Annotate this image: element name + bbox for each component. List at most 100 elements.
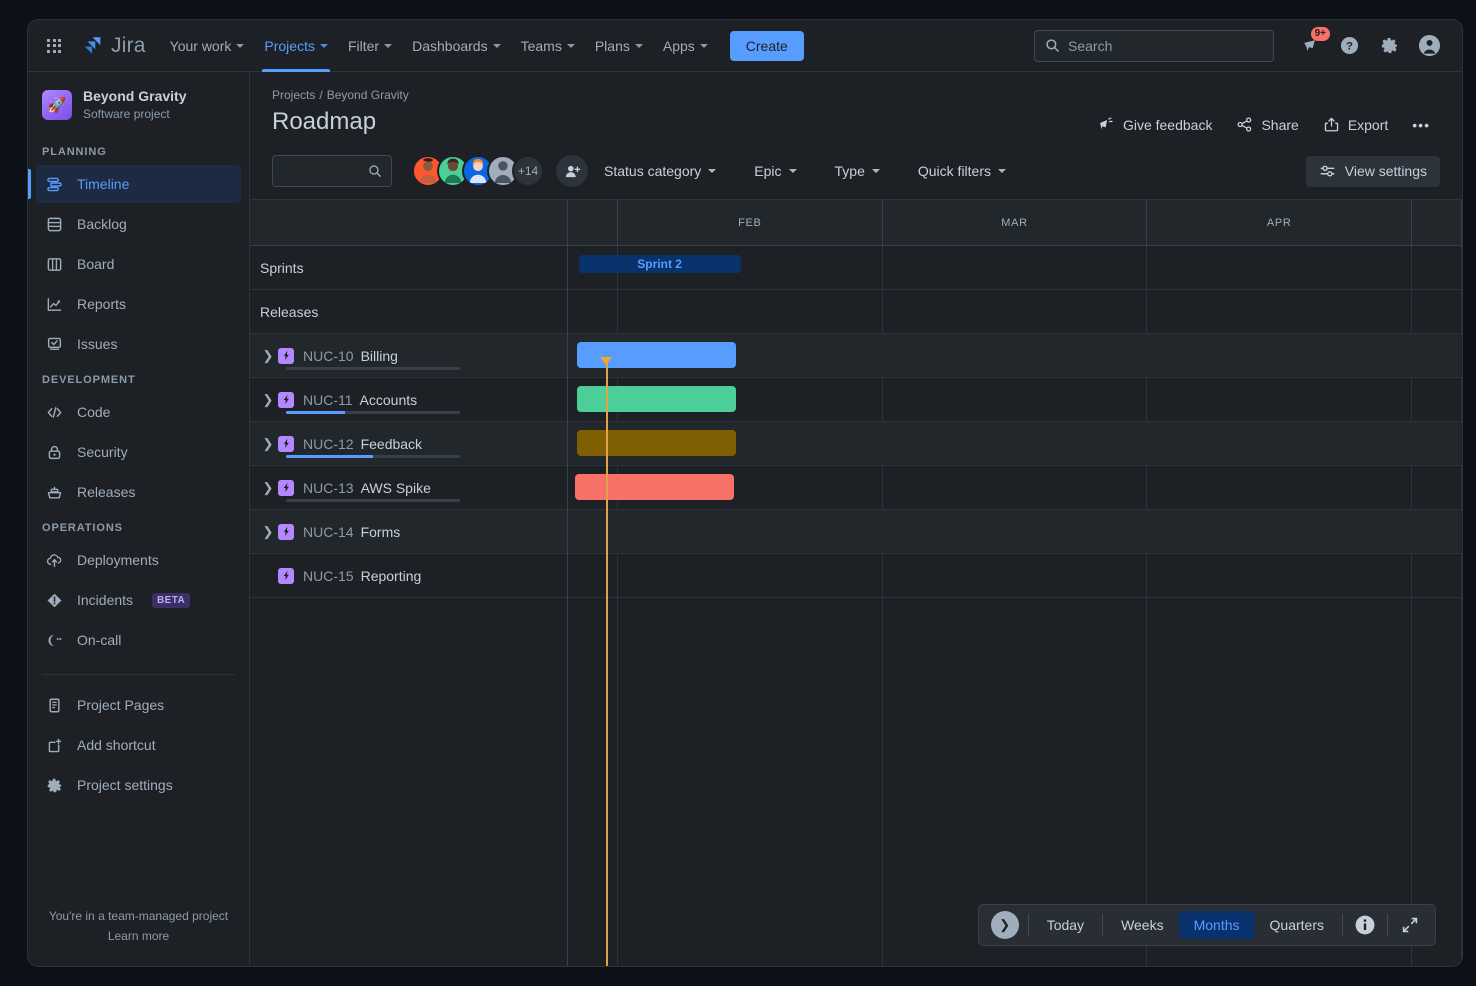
epic-row-nuc-11[interactable]: ❯ NUC-11 Accounts bbox=[250, 378, 567, 422]
epic-progress-bar bbox=[286, 367, 460, 370]
epic-row-nuc-12[interactable]: ❯ NUC-12 Feedback bbox=[250, 422, 567, 466]
epic-row-nuc-14[interactable]: ❯ NUC-14 Forms bbox=[250, 510, 567, 554]
row-sprints-bars: Sprint 2 bbox=[568, 246, 1462, 290]
sidebar-item-backlog[interactable]: Backlog bbox=[36, 205, 241, 243]
sidebar-item-code[interactable]: Code bbox=[36, 393, 241, 431]
add-people-icon[interactable] bbox=[556, 155, 588, 187]
sidebar-item-releases[interactable]: Releases bbox=[36, 473, 241, 511]
give-feedback-button[interactable]: Give feedback bbox=[1088, 110, 1223, 139]
avatar-overflow-count[interactable]: +14 bbox=[512, 155, 544, 187]
epic-bar-feedback[interactable] bbox=[576, 430, 737, 456]
sidebar-label: Issues bbox=[77, 336, 118, 352]
nav-label: Teams bbox=[520, 37, 562, 54]
sidebar-item-project-settings[interactable]: Project settings bbox=[36, 766, 241, 804]
epic-bar-accounts[interactable] bbox=[576, 386, 737, 412]
filter-type[interactable]: Type bbox=[825, 157, 890, 185]
epic-bar-aws-spike[interactable] bbox=[575, 474, 735, 500]
sidebar-item-incidents[interactable]: Incidents BETA bbox=[36, 581, 241, 619]
more-actions-button[interactable]: ••• bbox=[1402, 111, 1440, 139]
jira-logo[interactable]: Jira bbox=[82, 34, 146, 58]
notifications-icon[interactable]: 9+ bbox=[1293, 26, 1330, 62]
view-settings-button[interactable]: View settings bbox=[1305, 155, 1440, 187]
sidebar-item-on-call[interactable]: On-call bbox=[36, 621, 241, 659]
pages-icon bbox=[44, 695, 64, 715]
quarters-button[interactable]: Quarters bbox=[1255, 911, 1339, 939]
timeline-header: FEB MAR APR bbox=[250, 200, 1462, 246]
expand-chevron-icon[interactable]: ❯ bbox=[262, 523, 274, 539]
view-settings-icon bbox=[1320, 165, 1335, 176]
team-managed-note: You're in a team-managed project bbox=[48, 909, 229, 923]
project-header[interactable]: 🚀 Beyond Gravity Software project bbox=[28, 72, 249, 136]
today-button[interactable]: Today bbox=[1032, 911, 1099, 939]
app-switcher-icon[interactable] bbox=[38, 30, 70, 62]
row-releases-bars bbox=[568, 290, 1462, 334]
nav-label: Your work bbox=[169, 37, 232, 54]
epic-summary: Feedback bbox=[360, 435, 423, 452]
epic-summary: Reporting bbox=[360, 567, 422, 584]
timeline-search-input[interactable] bbox=[282, 163, 368, 179]
nav-item-apps[interactable]: Apps bbox=[653, 20, 718, 72]
filter-label: Type bbox=[834, 163, 865, 179]
info-icon[interactable] bbox=[1351, 911, 1379, 939]
sidebar-item-reports[interactable]: Reports bbox=[36, 285, 241, 323]
export-button[interactable]: Export bbox=[1313, 110, 1398, 139]
filter-status-category[interactable]: Status category bbox=[594, 157, 726, 185]
chevron-down-icon bbox=[492, 43, 501, 48]
nav-item-filter[interactable]: Filter bbox=[338, 20, 402, 72]
epic-row-nuc-10[interactable]: ❯ NUC-10 Billing bbox=[250, 334, 567, 378]
sidebar-item-timeline[interactable]: Timeline bbox=[28, 165, 241, 203]
section-label-planning: PLANNING bbox=[42, 146, 107, 158]
share-button[interactable]: Share bbox=[1226, 110, 1308, 139]
sidebar-item-project-pages[interactable]: Project Pages bbox=[36, 686, 241, 724]
epic-bar-billing[interactable] bbox=[576, 342, 737, 368]
fullscreen-icon[interactable] bbox=[1396, 911, 1424, 939]
sidebar-item-board[interactable]: Board bbox=[36, 245, 241, 283]
sidebar-item-security[interactable]: Security bbox=[36, 433, 241, 471]
expand-chevron-icon[interactable]: ❯ bbox=[262, 391, 274, 407]
epic-summary: Accounts bbox=[359, 391, 418, 408]
filter-epic[interactable]: Epic bbox=[744, 157, 806, 185]
breadcrumb-projects[interactable]: Projects bbox=[272, 88, 316, 102]
months-button[interactable]: Months bbox=[1178, 911, 1255, 939]
nav-item-teams[interactable]: Teams bbox=[511, 20, 585, 72]
global-search[interactable] bbox=[1034, 29, 1274, 62]
timeline-zoom-toolbar: ❯ Today Weeks Months Quarters bbox=[977, 904, 1436, 946]
learn-more-link[interactable]: Learn more bbox=[107, 929, 170, 943]
create-button[interactable]: Create bbox=[729, 30, 804, 61]
nav-item-dashboards[interactable]: Dashboards bbox=[402, 20, 511, 72]
settings-icon[interactable] bbox=[1373, 30, 1405, 62]
sidebar-label: Code bbox=[77, 404, 111, 420]
expand-chevron-icon[interactable]: ❯ bbox=[262, 479, 274, 495]
filter-label: Epic bbox=[754, 163, 782, 179]
month-header-row: FEB MAR APR bbox=[568, 200, 1462, 245]
main-content: Projects / Beyond Gravity Roadmap bbox=[250, 72, 1462, 966]
timeline-grid: FEB MAR APR Sprints Releases bbox=[250, 199, 1462, 966]
divider bbox=[1342, 914, 1343, 936]
search-input[interactable] bbox=[1068, 37, 1263, 54]
weeks-button[interactable]: Weeks bbox=[1106, 911, 1179, 939]
sidebar-item-deployments[interactable]: Deployments bbox=[36, 541, 241, 579]
help-icon[interactable]: ? bbox=[1333, 30, 1365, 62]
jira-window: Jira Your work Projects Filter Dashboard… bbox=[28, 20, 1462, 966]
profile-avatar[interactable] bbox=[1413, 30, 1445, 62]
epic-bar-row-nuc-11 bbox=[568, 378, 1462, 422]
sprint-bar[interactable]: Sprint 2 bbox=[578, 255, 741, 273]
jira-logo-text: Jira bbox=[111, 33, 146, 57]
epic-icon bbox=[278, 435, 294, 452]
expand-chevron-icon[interactable]: ❯ bbox=[262, 347, 274, 363]
breadcrumb-beyond-gravity[interactable]: Beyond Gravity bbox=[326, 88, 409, 102]
chevron-right-circle-icon[interactable]: ❯ bbox=[990, 911, 1019, 939]
timeline-search[interactable] bbox=[272, 155, 392, 187]
filter-quick-filters[interactable]: Quick filters bbox=[908, 157, 1016, 185]
chevron-down-icon bbox=[788, 169, 797, 173]
sidebar-item-add-shortcut[interactable]: Add shortcut bbox=[36, 726, 241, 764]
sidebar-item-issues[interactable]: Issues bbox=[36, 325, 241, 363]
releases-icon bbox=[44, 482, 64, 502]
nav-item-plans[interactable]: Plans bbox=[585, 20, 653, 72]
nav-item-projects[interactable]: Projects bbox=[254, 20, 338, 72]
epic-row-nuc-15[interactable]: ❯ NUC-15 Reporting bbox=[250, 554, 567, 598]
nav-item-your-work[interactable]: Your work bbox=[160, 20, 255, 72]
expand-chevron-icon[interactable]: ❯ bbox=[262, 435, 274, 451]
project-sidebar: 🚀 Beyond Gravity Software project PLANNI… bbox=[28, 72, 250, 966]
epic-row-nuc-13[interactable]: ❯ NUC-13 AWS Spike bbox=[250, 466, 567, 510]
